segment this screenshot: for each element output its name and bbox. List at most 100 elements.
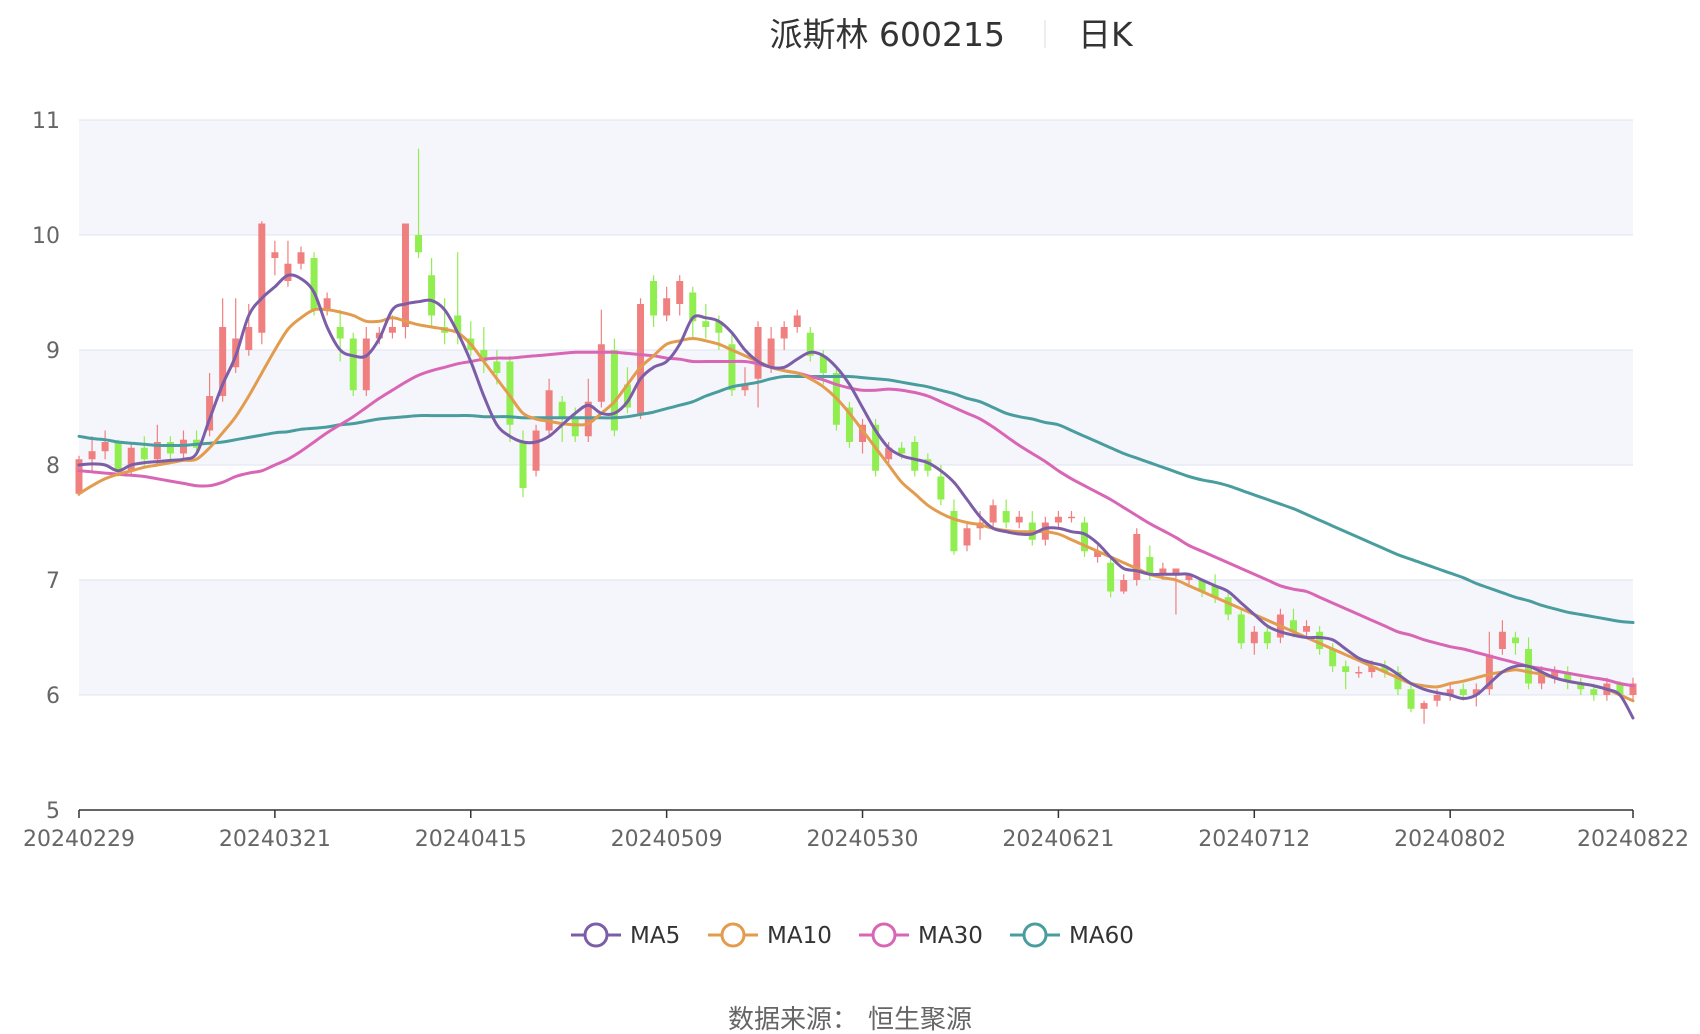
legend-item-ma30[interactable]: MA30 (859, 922, 983, 949)
candle-body (1551, 672, 1559, 678)
candle-body (623, 384, 631, 408)
candle (1394, 666, 1402, 695)
legend-item-ma60[interactable]: MA60 (1010, 922, 1134, 949)
candle-body (349, 338, 357, 391)
source-label: 数据来源： (728, 1005, 858, 1034)
candle-body (702, 321, 710, 327)
candle (1198, 580, 1206, 598)
candle (924, 453, 932, 477)
candle-body (88, 451, 96, 460)
candle-body (519, 442, 527, 488)
candle (1407, 683, 1415, 713)
candle (1381, 660, 1389, 678)
candle (1067, 511, 1075, 523)
candle (597, 309, 605, 408)
candle-body (1303, 626, 1311, 632)
candle (1107, 557, 1115, 598)
candle (545, 378, 553, 437)
candle-body (545, 390, 553, 431)
candle-body (388, 327, 396, 333)
legend-label: MA5 (630, 923, 680, 949)
candle-body (637, 304, 645, 414)
candle (166, 436, 174, 463)
candle-body (937, 476, 945, 500)
candle (1250, 626, 1258, 655)
candle (1564, 666, 1572, 690)
candle-body (258, 223, 266, 333)
legend-item-ma10[interactable]: MA10 (708, 922, 832, 949)
legend-item-ma5[interactable]: MA5 (571, 922, 680, 949)
candle-body (924, 459, 932, 471)
candle-body (1263, 631, 1271, 644)
candle (323, 292, 331, 316)
data-source: 数据来源： 恒生聚源 (728, 1005, 972, 1034)
chart-title: 派斯林 600215 日K (770, 15, 1134, 54)
candle-body (780, 327, 788, 339)
candle (480, 327, 488, 373)
candle-body (898, 447, 906, 454)
candle (1054, 511, 1062, 529)
y-tick-label: 7 (46, 569, 60, 594)
candle-body (571, 419, 579, 437)
candle-body (219, 327, 227, 396)
candle-body (1250, 631, 1258, 644)
candle (650, 275, 658, 327)
candle (1133, 528, 1141, 586)
candle-body (963, 528, 971, 546)
candle-body (1433, 695, 1441, 701)
candle-body (284, 263, 292, 281)
candle-body (793, 315, 801, 327)
candle-body (1067, 516, 1075, 519)
candle-body (1459, 689, 1467, 695)
candle-body (1081, 522, 1089, 552)
candle (206, 373, 214, 437)
candle (506, 355, 514, 442)
candle-body (741, 384, 749, 391)
legend-marker (871, 922, 897, 948)
candle (780, 321, 788, 350)
chart-subtitle-text: 日K (1078, 15, 1134, 54)
candle-body (558, 401, 566, 419)
candle (1316, 626, 1324, 655)
candle (1355, 666, 1363, 678)
x-axis: 20240229 20240321 20240415 20240509 20240530… (23, 809, 1689, 852)
candle-body (1002, 511, 1010, 523)
candle-body (676, 281, 684, 304)
series-line-ma10 (77, 307, 1635, 703)
candle-body (1590, 689, 1598, 695)
candle-body (610, 350, 618, 431)
candle (663, 286, 671, 322)
candle (623, 367, 631, 414)
candle (362, 327, 370, 396)
candle (676, 275, 684, 316)
candle-body (415, 235, 423, 253)
candle (1002, 499, 1010, 529)
candle-body (885, 447, 893, 460)
candle-body (1185, 574, 1193, 580)
series-line-ma5 (77, 273, 1635, 720)
candle-body (401, 223, 409, 327)
candle-body (454, 315, 462, 333)
candle-body (362, 338, 370, 391)
candle (401, 223, 409, 339)
x-tick-label: 20240530 (807, 827, 919, 852)
candle-body (728, 344, 736, 391)
candle-body (1316, 631, 1324, 649)
candle-body (75, 459, 83, 494)
candle (1446, 683, 1454, 701)
candle (741, 367, 749, 396)
candle (767, 327, 775, 373)
candle-body (767, 338, 775, 368)
candle-body (245, 327, 253, 350)
legend-marker (583, 922, 609, 948)
candle-body (845, 407, 853, 442)
candle (963, 522, 971, 552)
candle (806, 327, 814, 362)
candle-body (650, 281, 658, 316)
candle (1081, 516, 1089, 557)
y-tick-label: 11 (32, 109, 60, 134)
candle-body (310, 258, 318, 310)
y-axis: 5 6 7 8 9 10 11 (32, 109, 60, 824)
x-tick-label: 20240802 (1394, 827, 1506, 852)
